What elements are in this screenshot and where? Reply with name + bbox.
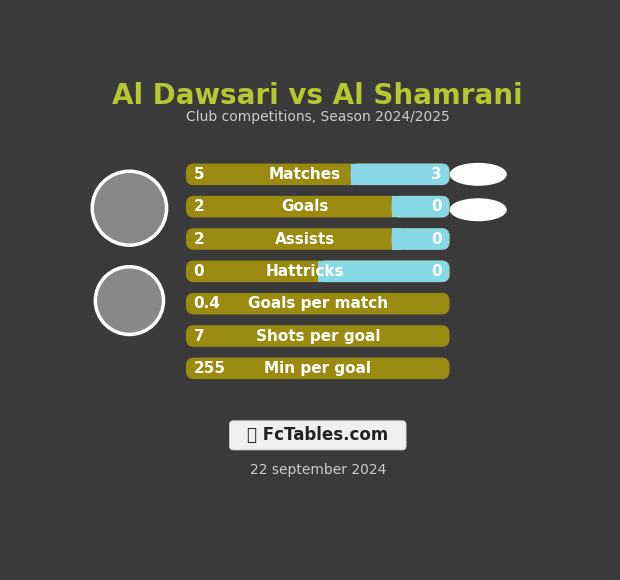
Text: 2: 2 [193, 199, 205, 214]
Text: Shots per goal: Shots per goal [255, 328, 380, 343]
Text: 2: 2 [193, 231, 205, 246]
Text: Club competitions, Season 2024/2025: Club competitions, Season 2024/2025 [186, 110, 450, 124]
FancyBboxPatch shape [186, 228, 450, 250]
FancyBboxPatch shape [392, 228, 450, 250]
Text: 0: 0 [431, 199, 441, 214]
Ellipse shape [450, 164, 506, 185]
FancyBboxPatch shape [186, 164, 450, 185]
Bar [351, 164, 360, 185]
FancyBboxPatch shape [186, 196, 450, 218]
FancyBboxPatch shape [186, 358, 450, 379]
Text: 3: 3 [431, 167, 441, 182]
Bar [392, 196, 401, 218]
Ellipse shape [450, 199, 506, 220]
Bar [317, 260, 327, 282]
Text: Al Dawsari vs Al Shamrani: Al Dawsari vs Al Shamrani [112, 82, 523, 110]
FancyBboxPatch shape [186, 260, 450, 282]
Text: Min per goal: Min per goal [264, 361, 371, 376]
Text: 5: 5 [193, 167, 205, 182]
FancyBboxPatch shape [186, 325, 450, 347]
Bar [392, 228, 401, 250]
Text: 255: 255 [193, 361, 226, 376]
Text: 22 september 2024: 22 september 2024 [250, 463, 386, 477]
Text: Goals: Goals [281, 199, 328, 214]
Circle shape [92, 171, 167, 245]
Text: 0: 0 [431, 231, 441, 246]
FancyBboxPatch shape [317, 260, 450, 282]
Text: Matches: Matches [268, 167, 340, 182]
Text: 7: 7 [193, 328, 205, 343]
Text: 0.4: 0.4 [193, 296, 221, 311]
Text: Assists: Assists [275, 231, 335, 246]
Circle shape [95, 267, 164, 335]
FancyBboxPatch shape [392, 196, 450, 218]
FancyBboxPatch shape [351, 164, 450, 185]
Text: Hattricks: Hattricks [265, 264, 344, 279]
Text: Goals per match: Goals per match [247, 296, 388, 311]
Text: ⬛ FcTables.com: ⬛ FcTables.com [247, 426, 388, 444]
FancyBboxPatch shape [186, 293, 450, 314]
FancyBboxPatch shape [229, 420, 406, 450]
Text: 0: 0 [431, 264, 441, 279]
Text: 0: 0 [193, 264, 205, 279]
